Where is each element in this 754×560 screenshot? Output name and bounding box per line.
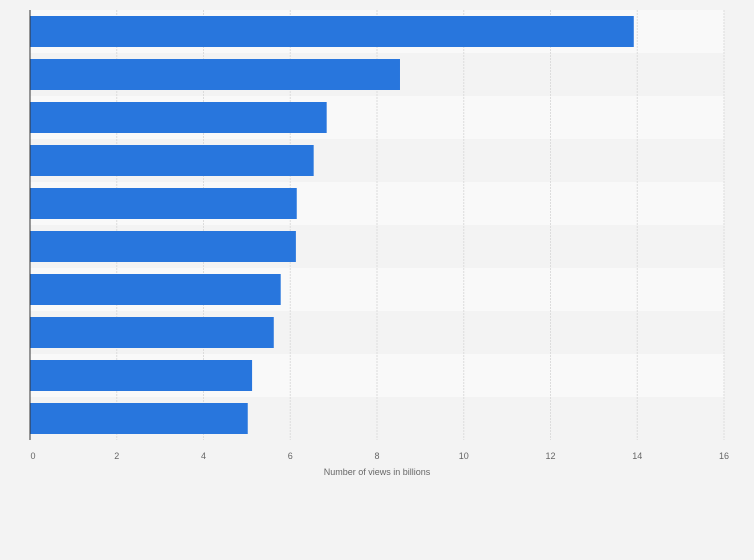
bar[interactable]	[30, 16, 634, 47]
x-tick-label: 0	[30, 451, 35, 461]
x-tick-label: 2	[114, 451, 119, 461]
bar[interactable]	[30, 274, 281, 305]
x-tick-label: 16	[719, 451, 729, 461]
x-tick-label: 12	[545, 451, 555, 461]
bar[interactable]	[30, 360, 253, 391]
x-tick-label: 4	[201, 451, 206, 461]
bars	[30, 16, 634, 434]
bar[interactable]	[30, 102, 327, 133]
x-tick-label: 10	[459, 451, 469, 461]
bar[interactable]	[30, 231, 296, 262]
x-tick-label: 14	[632, 451, 642, 461]
x-tick-label: 8	[374, 451, 379, 461]
x-axis-label: Number of views in billions	[324, 467, 431, 477]
bar[interactable]	[30, 403, 248, 434]
x-tick-labels: 0 2 4 6 8 10 12 14 16	[30, 451, 729, 461]
bar[interactable]	[30, 145, 314, 176]
bar[interactable]	[30, 59, 400, 90]
bar[interactable]	[30, 188, 297, 219]
x-tick-label: 6	[288, 451, 293, 461]
bar[interactable]	[30, 317, 274, 348]
